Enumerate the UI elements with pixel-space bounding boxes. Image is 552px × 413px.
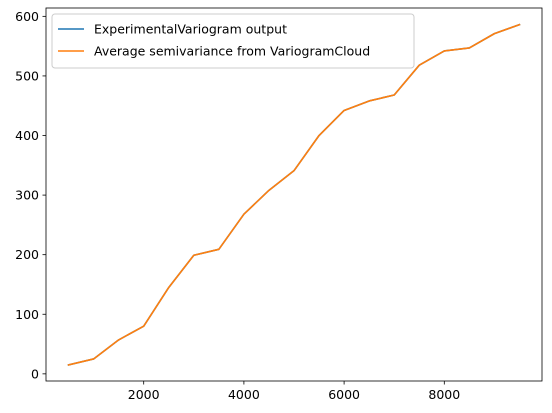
legend-label-1: ExperimentalVariogram output [94,22,287,37]
y-tick-label: 400 [15,128,39,143]
x-tick-label: 6000 [328,387,360,402]
axes-frame [45,7,543,382]
x-tick-label: 4000 [228,387,260,402]
x-tick-label: 2000 [128,387,160,402]
y-tick-label: 0 [31,366,39,381]
y-tick-label: 100 [15,307,39,322]
legend-box [51,13,415,69]
axes-layer: 2000 4000 6000 8000 0 100 200 300 400 500 600 [15,7,543,402]
y-tick-label: 200 [15,247,39,262]
y-tick-label: 600 [15,9,39,24]
series-line-2 [67,23,521,366]
legend: ExperimentalVariogram output Average semi… [51,13,415,69]
y-tick-label: 300 [15,188,39,203]
series-layer [67,23,521,366]
plot-area [46,8,542,381]
x-tick-label: 8000 [428,387,460,402]
y-tick-label: 500 [15,68,39,83]
legend-label-2: Average semivariance from VariogramCloud [94,44,370,59]
